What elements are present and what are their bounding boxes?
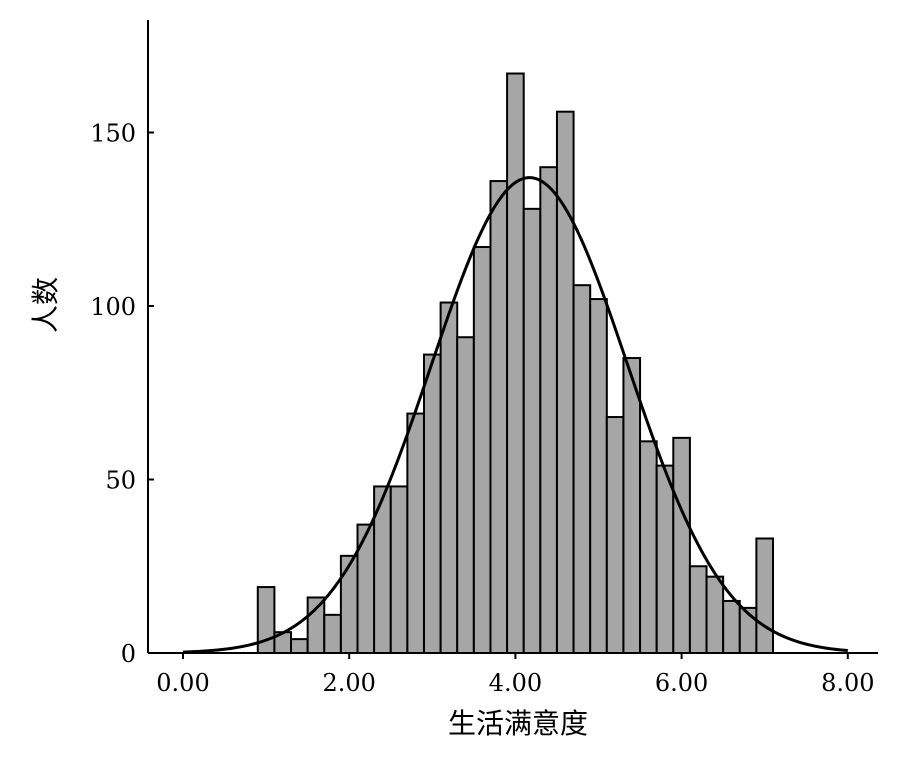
histogram-bar — [539, 166, 558, 654]
histogram-bar — [655, 464, 675, 654]
histogram-bar — [439, 301, 459, 654]
histogram-bar — [622, 357, 642, 654]
histogram-bar — [472, 246, 492, 654]
x-tick-label: 0.00 — [156, 669, 209, 697]
x-tick-label: 8.00 — [821, 669, 874, 697]
y-axis-title: 人数 — [29, 277, 62, 333]
x-tick-label: 6.00 — [655, 669, 708, 697]
x-tick-label: 2.00 — [322, 669, 375, 697]
x-axis-title: 生活满意度 — [448, 707, 588, 740]
histogram-bar — [589, 298, 608, 654]
y-tick-label: 150 — [90, 120, 136, 148]
histogram-bar — [555, 110, 575, 655]
histogram-bar — [722, 599, 741, 655]
histogram-bar — [456, 336, 475, 654]
y-tick-label: 0 — [121, 640, 136, 668]
y-tick-label: 100 — [90, 293, 136, 321]
histogram-bar — [306, 596, 326, 654]
histogram-bar — [389, 485, 409, 654]
histogram-bar — [572, 284, 592, 654]
x-tick-label: 4.00 — [489, 669, 542, 697]
histogram-bar — [705, 575, 725, 654]
x-ticks: 0.00 2.00 4.00 6.00 8.00 — [156, 653, 875, 697]
y-ticks: 0 50 100 150 — [90, 120, 154, 668]
y-tick-label: 50 — [105, 467, 136, 495]
histogram-bar — [639, 440, 658, 654]
histogram-bar — [755, 537, 775, 654]
histogram-bar — [323, 613, 342, 655]
histogram-bar — [406, 412, 425, 654]
histogram-bar — [489, 180, 509, 655]
histogram-bar — [339, 554, 359, 655]
histogram-bar — [422, 353, 442, 654]
histogram-bar — [290, 638, 309, 654]
histogram-bar — [506, 72, 525, 654]
histogram-bar — [605, 416, 625, 655]
histogram-bar — [672, 436, 691, 654]
histogram-bar — [522, 207, 542, 654]
histogram-bar — [688, 565, 708, 654]
normal-curve — [182, 176, 848, 654]
histogram-bars — [256, 72, 775, 655]
